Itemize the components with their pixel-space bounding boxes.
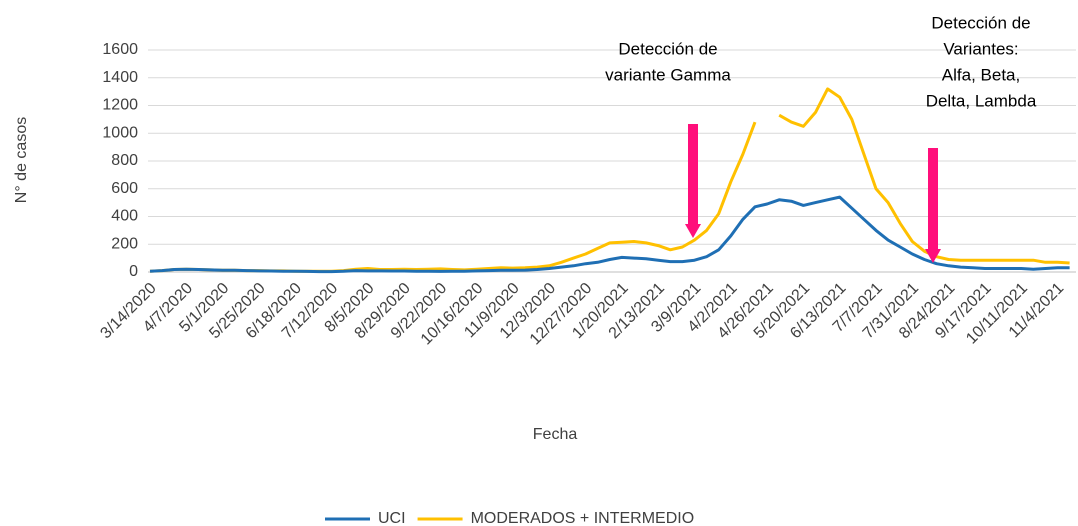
annotation-text: Detección de	[931, 13, 1030, 32]
y-tick-label: 400	[111, 208, 138, 225]
annotation-text: Variantes:	[943, 39, 1018, 58]
annotation-text: Alfa, Beta,	[942, 65, 1020, 84]
y-tick-label: 1200	[102, 97, 138, 114]
y-axis-label: N° de casos	[13, 117, 30, 203]
y-tick-label: 1400	[102, 69, 138, 86]
y-tick-label: 800	[111, 152, 138, 169]
annotation-text: Delta, Lambda	[926, 91, 1037, 110]
annotation-arrow	[688, 124, 698, 226]
annotation-text: variante Gamma	[605, 65, 731, 84]
annotation-arrow	[928, 148, 938, 251]
annotation-text: Detección de	[618, 39, 717, 58]
legend-label: UCI	[378, 510, 406, 526]
annotation-arrowhead	[685, 224, 701, 238]
y-tick-label: 600	[111, 180, 138, 197]
legend-label: MODERADOS + INTERMEDIO	[471, 510, 695, 526]
y-tick-label: 0	[129, 263, 138, 280]
annotation-arrowhead	[925, 249, 941, 263]
y-tick-label: 200	[111, 235, 138, 252]
x-axis-label: Fecha	[533, 426, 578, 443]
y-tick-label: 1000	[102, 124, 138, 141]
y-tick-label: 1600	[102, 41, 138, 58]
line-series	[149, 195, 1070, 274]
